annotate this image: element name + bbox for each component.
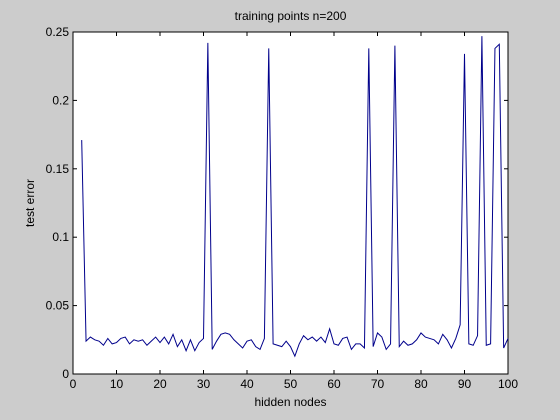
y-tick-label: 0.2 — [52, 93, 69, 107]
x-tick-label: 70 — [371, 377, 385, 391]
x-tick-label: 30 — [197, 377, 211, 391]
x-tick-label: 80 — [414, 377, 428, 391]
x-tick-label: 90 — [458, 377, 472, 391]
chart-title: training points n=200 — [235, 9, 347, 23]
y-tick-label: 0.25 — [46, 25, 70, 39]
plot-area — [72, 31, 509, 375]
y-axis-label: test error — [23, 179, 37, 227]
x-axis-label: hidden nodes — [254, 395, 326, 409]
x-tick-label: 0 — [70, 377, 77, 391]
series-line — [81, 36, 509, 358]
x-tick-label: 40 — [240, 377, 254, 391]
y-tick-label: 0.1 — [52, 230, 69, 244]
x-tick-label: 100 — [498, 377, 518, 391]
x-tick-label: 10 — [110, 377, 124, 391]
y-tick-label: 0 — [62, 367, 69, 381]
x-tick-label: 60 — [327, 377, 341, 391]
y-tick-label: 0.05 — [46, 299, 70, 313]
x-tick-label: 50 — [284, 377, 298, 391]
y-tick-label: 0.15 — [46, 162, 70, 176]
x-tick-label: 20 — [153, 377, 167, 391]
